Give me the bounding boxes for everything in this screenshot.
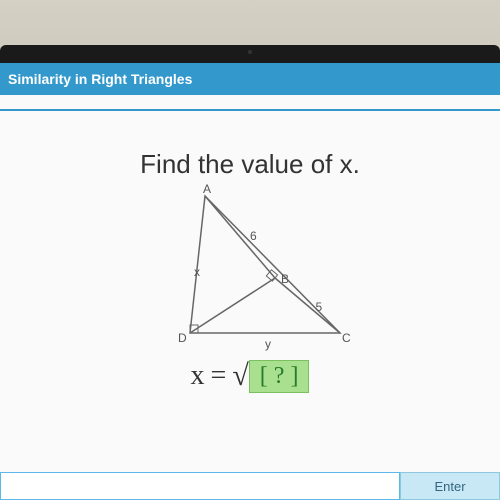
laptop-camera	[248, 50, 252, 54]
screen-area: Similarity in Right Triangles Find the v…	[0, 63, 500, 500]
vertex-label-d: D	[178, 331, 187, 345]
laptop-bezel	[0, 45, 500, 63]
equation-equals: =	[211, 360, 227, 392]
answer-input[interactable]	[0, 472, 400, 500]
page-header: Similarity in Right Triangles	[0, 63, 500, 95]
vertex-label-b: B	[281, 272, 289, 286]
equation-lhs: x	[191, 360, 205, 392]
sqrt-expression: √ [ ? ]	[232, 359, 309, 393]
content-area: Find the value of x. A B C D 6 5 x y	[0, 111, 500, 393]
answer-box[interactable]: [ ? ]	[249, 360, 310, 393]
answer-placeholder: ?	[274, 363, 285, 389]
enter-button[interactable]: Enter	[400, 472, 500, 500]
vertex-label-c: C	[342, 331, 351, 345]
side-label-ab: 6	[250, 229, 257, 243]
triangle-svg	[140, 188, 360, 353]
side-label-ad: x	[194, 265, 200, 279]
sqrt-icon: √	[232, 359, 248, 393]
side-label-bc: 5	[316, 300, 323, 314]
triangle-diagram: A B C D 6 5 x y	[140, 188, 360, 353]
equation-display: x = √ [ ? ]	[60, 359, 440, 393]
page-title: Similarity in Right Triangles	[8, 71, 192, 87]
question-prompt: Find the value of x.	[60, 149, 440, 180]
answer-input-row: Enter	[0, 472, 500, 500]
vertex-label-a: A	[203, 182, 211, 196]
side-label-dc: y	[265, 337, 271, 351]
